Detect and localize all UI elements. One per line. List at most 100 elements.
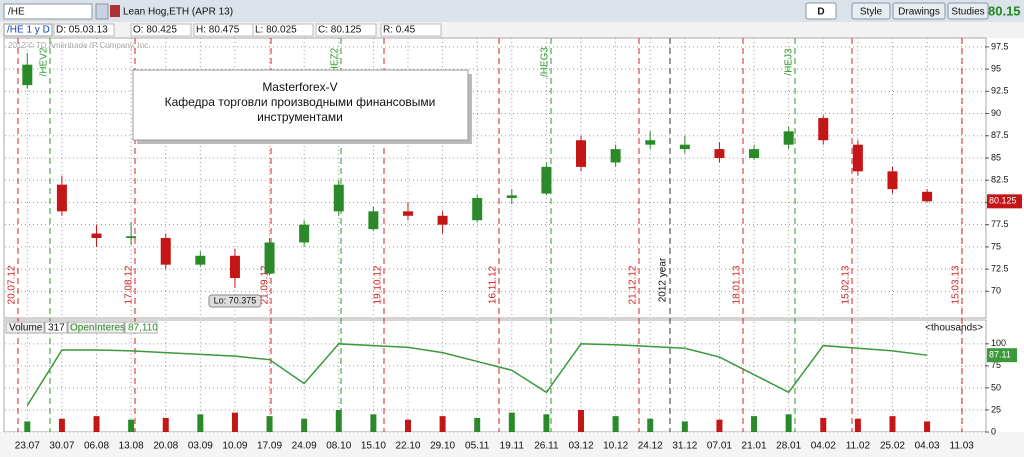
x-tick-label: 03.09 xyxy=(188,441,213,452)
candle-body xyxy=(229,255,240,278)
x-tick-label: 05.11 xyxy=(465,441,490,452)
x-tick-label: 10.12 xyxy=(603,441,628,452)
symbol-dropdown[interactable] xyxy=(95,3,109,20)
volume-bar xyxy=(266,416,273,432)
event-label: 19.10.12 xyxy=(373,265,384,304)
x-tick-label: 06.08 xyxy=(84,441,109,452)
volume-bar xyxy=(93,416,100,432)
toolbar-button[interactable] xyxy=(851,2,891,20)
candle-body xyxy=(472,198,483,221)
volume-bar xyxy=(647,418,654,432)
toolbar-button[interactable] xyxy=(892,2,946,20)
info-field-box xyxy=(130,23,192,37)
legend-volume: Volume xyxy=(9,323,43,334)
volume-bar xyxy=(612,416,619,432)
volume-bar xyxy=(820,417,827,432)
volume-bar xyxy=(58,418,65,432)
volume-bar xyxy=(751,416,758,432)
x-tick-label: 23.07 xyxy=(15,441,40,452)
info-field-box xyxy=(53,23,115,37)
y-tick-label: 72.5 xyxy=(991,263,1009,273)
annotation-line: Кафедра торговли производными финансовым… xyxy=(165,95,436,109)
volume-bar xyxy=(162,417,169,432)
x-tick-label: 21.01 xyxy=(742,441,767,452)
annotation-line: Masterforex-V xyxy=(262,80,337,94)
y-tick-label: 97.5 xyxy=(991,41,1009,51)
info-field-box xyxy=(252,23,314,37)
info-field: C: 80.125 xyxy=(318,25,362,36)
volume-bar xyxy=(24,421,31,432)
units-label: <thousands> xyxy=(925,323,983,334)
event-label: 21.09.12 xyxy=(260,265,271,304)
series-label: /HE 1 y D xyxy=(7,25,50,36)
volume-bar xyxy=(128,419,135,432)
year-label: 2012 year xyxy=(658,257,669,302)
x-tick-label: 28.01 xyxy=(776,441,801,452)
x-tick-label: 22.10 xyxy=(395,441,420,452)
toolbar-button[interactable] xyxy=(947,2,989,20)
info-field: L: 80.025 xyxy=(255,25,297,36)
legend-box xyxy=(67,321,125,334)
x-tick-label: 29.10 xyxy=(430,441,455,452)
x-tick-label: 26.11 xyxy=(534,441,559,452)
candle-body xyxy=(679,144,690,150)
candle-body xyxy=(299,224,310,243)
link-icon[interactable] xyxy=(110,5,120,17)
volume-bar xyxy=(508,412,515,432)
event-label: 17.08.12 xyxy=(124,265,135,304)
y-tick-label: 82.5 xyxy=(991,175,1009,185)
x-tick-label: 10.09 xyxy=(222,441,247,452)
y-tick-label: 50 xyxy=(991,382,1001,392)
candle-body xyxy=(749,149,760,158)
candle-body xyxy=(22,64,33,86)
x-tick-label: 04.03 xyxy=(915,441,940,452)
event-label: 20.07.12 xyxy=(7,265,18,304)
toolbar-button[interactable] xyxy=(805,2,837,20)
candle-body xyxy=(402,211,413,216)
candle-body xyxy=(818,118,829,141)
info-field-box xyxy=(380,23,442,37)
last-oi-tag xyxy=(987,348,1017,363)
volume-bar xyxy=(681,421,688,432)
toolbar-button-label[interactable]: Drawings xyxy=(898,7,940,18)
y-tick-label: 75 xyxy=(991,241,1001,251)
volume-bar xyxy=(924,421,931,432)
x-tick-label: 15.10 xyxy=(361,441,386,452)
candle-body xyxy=(714,149,725,158)
toolbar-button-label[interactable]: Studies xyxy=(951,7,984,18)
x-tick-label: 30.07 xyxy=(49,441,74,452)
candle-body xyxy=(506,195,517,198)
toolbar-button-label[interactable]: Style xyxy=(860,7,883,18)
candle-body xyxy=(333,184,344,212)
x-tick-label: 07.01 xyxy=(707,441,732,452)
x-tick-label: 19.11 xyxy=(500,441,525,452)
x-tick-label: 03.12 xyxy=(569,441,594,452)
x-tick-label: 25.02 xyxy=(880,441,905,452)
info-field-box xyxy=(315,23,377,37)
event-label: /HEZ2 xyxy=(330,47,341,76)
x-tick-label: 24.09 xyxy=(292,441,317,452)
candle-body xyxy=(783,131,794,145)
candle-body xyxy=(437,215,448,225)
toolbar-button-label[interactable]: D xyxy=(817,7,824,18)
event-label: /HEV2 xyxy=(39,47,50,76)
candle-body xyxy=(610,149,621,163)
description: Lean Hog,ETH (APR 13) xyxy=(123,7,233,18)
copyright: 2012 © TD Ameritrade IP Company, Inc. xyxy=(8,41,150,50)
candle-body xyxy=(368,211,379,230)
last-price: 80.15 xyxy=(988,3,1021,18)
event-label: 15.03.13 xyxy=(951,265,962,304)
y-tick-label: 77.5 xyxy=(991,219,1009,229)
y-tick-label: 95 xyxy=(991,63,1001,73)
x-tick-label: 20.08 xyxy=(153,441,178,452)
volume-bar xyxy=(404,419,411,432)
candle-body xyxy=(56,184,67,212)
candle-body xyxy=(887,171,898,190)
symbol[interactable]: /HE xyxy=(8,7,25,18)
symbol-input[interactable] xyxy=(3,3,93,20)
candle-body xyxy=(576,140,587,167)
candle-body xyxy=(922,191,933,202)
low-label: Lo: 70.375 xyxy=(214,295,257,305)
volume-bar xyxy=(854,418,861,432)
